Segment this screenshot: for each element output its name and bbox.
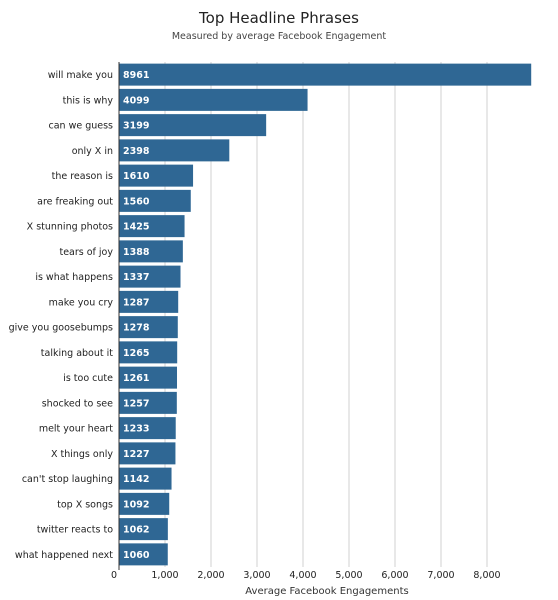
category-label-14: melt your heart — [39, 424, 113, 435]
bar-19 — [119, 543, 168, 566]
chart-title: Top Headline Phrases — [199, 9, 359, 27]
category-label-16: can't stop laughing — [22, 474, 113, 485]
bar-value-label-4: 1610 — [123, 171, 150, 182]
bar-4 — [119, 164, 194, 187]
bar-value-label-3: 2398 — [123, 146, 150, 157]
bar-7 — [119, 240, 183, 263]
category-label-19: what happened next — [15, 550, 113, 561]
bar-3 — [119, 139, 230, 162]
category-label-8: is what happens — [35, 272, 113, 283]
bar-value-label-13: 1257 — [123, 398, 149, 409]
category-label-9: make you cry — [49, 297, 114, 308]
chart-subtitle: Measured by average Facebook Engagement — [171, 31, 387, 42]
x-tick-label-7: 7,000 — [427, 570, 454, 581]
bar-9 — [119, 290, 179, 313]
bar-value-label-9: 1287 — [123, 297, 149, 308]
bar-value-label-6: 1425 — [123, 222, 149, 233]
bar-value-label-17: 1092 — [123, 499, 149, 510]
x-tick-label-2: 2,000 — [197, 570, 224, 581]
x-tick-label-0: 0 — [111, 570, 117, 581]
category-label-7: tears of joy — [59, 247, 113, 258]
bar-11 — [119, 341, 178, 364]
bar-value-label-19: 1060 — [123, 550, 150, 561]
bar-12 — [119, 366, 178, 389]
x-tick-label-1: 1,000 — [151, 570, 178, 581]
category-label-12: is too cute — [63, 373, 113, 384]
category-label-4: the reason is — [52, 171, 113, 182]
bar-value-label-18: 1062 — [123, 525, 149, 536]
bar-2 — [119, 114, 267, 137]
bar-18 — [119, 518, 168, 541]
bar-10 — [119, 316, 178, 339]
category-label-13: shocked to see — [42, 398, 113, 409]
bar-8 — [119, 265, 181, 288]
category-label-3: only X in — [72, 146, 113, 157]
bar-value-label-10: 1278 — [123, 323, 150, 334]
x-tick-label-5: 5,000 — [335, 570, 362, 581]
bar-0 — [119, 63, 532, 86]
bar-value-label-12: 1261 — [123, 373, 149, 384]
bar-value-label-2: 3199 — [123, 121, 149, 132]
bar-value-label-5: 1560 — [123, 196, 150, 207]
bar-value-label-14: 1233 — [123, 424, 149, 435]
bar-6 — [119, 215, 185, 238]
category-label-2: can we guess — [48, 121, 113, 132]
bar-value-label-8: 1337 — [123, 272, 149, 283]
bar-14 — [119, 417, 176, 440]
x-tick-label-8: 8,000 — [473, 570, 500, 581]
bar-16 — [119, 467, 172, 490]
bar-17 — [119, 492, 170, 515]
bar-value-label-7: 1388 — [123, 247, 150, 258]
category-label-1: this is why — [63, 95, 114, 106]
bar-value-label-16: 1142 — [123, 474, 149, 485]
bar-value-label-15: 1227 — [123, 449, 149, 460]
bar-value-label-11: 1265 — [123, 348, 149, 359]
category-label-17: top X songs — [57, 499, 113, 510]
category-label-0: will make you — [48, 70, 113, 81]
category-label-6: X stunning photos — [27, 222, 113, 233]
x-axis-title: Average Facebook Engagements — [245, 586, 408, 597]
bar-15 — [119, 442, 176, 465]
bar-5 — [119, 189, 191, 212]
bar-value-label-1: 4099 — [123, 95, 149, 106]
category-label-5: are freaking out — [37, 196, 113, 207]
category-label-11: talking about it — [41, 348, 113, 359]
bar-13 — [119, 391, 177, 414]
bar-value-label-0: 8961 — [123, 70, 149, 81]
category-label-10: give you goosebumps — [9, 323, 113, 334]
bar-1 — [119, 88, 308, 111]
category-label-15: X things only — [51, 449, 113, 460]
category-label-18: twitter reacts to — [37, 525, 113, 536]
x-tick-label-3: 3,000 — [243, 570, 270, 581]
x-tick-label-6: 6,000 — [381, 570, 408, 581]
x-tick-label-4: 4,000 — [289, 570, 316, 581]
